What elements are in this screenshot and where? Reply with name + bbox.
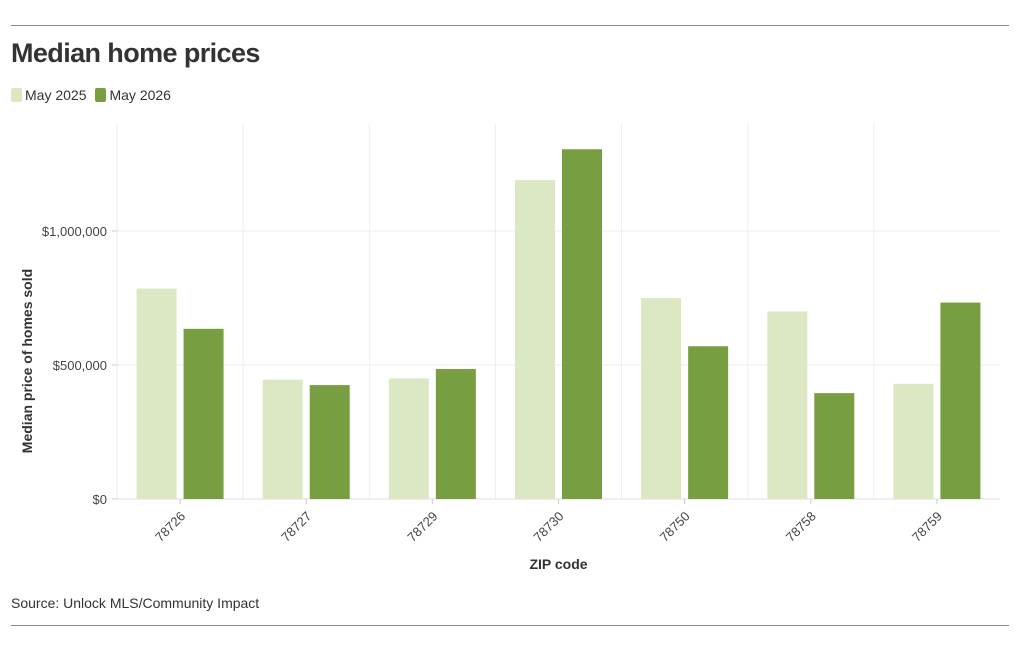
bar-78750-may-2025 xyxy=(641,298,682,499)
legend-label-may-2026: May 2026 xyxy=(109,87,171,103)
bar-78759-may-2025 xyxy=(893,383,934,499)
x-tick-label-78729: 78729 xyxy=(404,509,440,545)
bottom-rule xyxy=(11,625,1009,626)
y-tick-label: $0 xyxy=(93,492,107,507)
legend-label-may-2025: May 2025 xyxy=(25,87,87,103)
legend-item-may-2026: May 2026 xyxy=(95,87,171,103)
bar-78730-may-2026 xyxy=(562,149,602,499)
bar-chart: $0 $500,000 $1,000,000 78726 78727 78729 78730… xyxy=(19,123,1000,572)
bar-78759-may-2026 xyxy=(940,302,981,499)
y-tick-label: $1,000,000 xyxy=(42,224,107,239)
bar-78727-may-2025 xyxy=(262,379,303,499)
legend-swatch-may-2026 xyxy=(95,88,107,102)
bar-78726-may-2025 xyxy=(136,288,177,499)
y-axis-title: Median price of homes sold xyxy=(19,269,35,453)
legend-swatch-may-2025 xyxy=(11,88,22,102)
legend-item-may-2025: May 2025 xyxy=(11,87,86,103)
bar-78758-may-2026 xyxy=(814,393,855,499)
x-tick-label-78726: 78726 xyxy=(152,509,188,545)
bar-78727-may-2026 xyxy=(309,385,350,499)
bar-78758-may-2025 xyxy=(767,311,808,499)
y-tick-label: $500,000 xyxy=(53,358,107,373)
x-tick-label-78759: 78759 xyxy=(909,509,945,545)
bar-78726-may-2026 xyxy=(183,328,224,499)
chart-title: Median home prices xyxy=(11,38,260,68)
x-tick-label-78727: 78727 xyxy=(278,509,314,545)
bar-78750-may-2026 xyxy=(688,346,729,499)
x-tick-label-78750: 78750 xyxy=(657,509,693,545)
top-rule xyxy=(11,25,1009,26)
bar-78730-may-2025 xyxy=(515,180,555,499)
x-tick-label-78758: 78758 xyxy=(783,509,819,545)
x-tick-label-78730: 78730 xyxy=(530,509,566,545)
bar-78729-may-2025 xyxy=(388,378,429,499)
x-axis-title: ZIP code xyxy=(529,556,587,572)
source-note: Source: Unlock MLS/Community Impact xyxy=(11,595,260,611)
legend: May 2025 May 2026 xyxy=(11,87,180,103)
bar-78729-may-2026 xyxy=(435,369,476,499)
